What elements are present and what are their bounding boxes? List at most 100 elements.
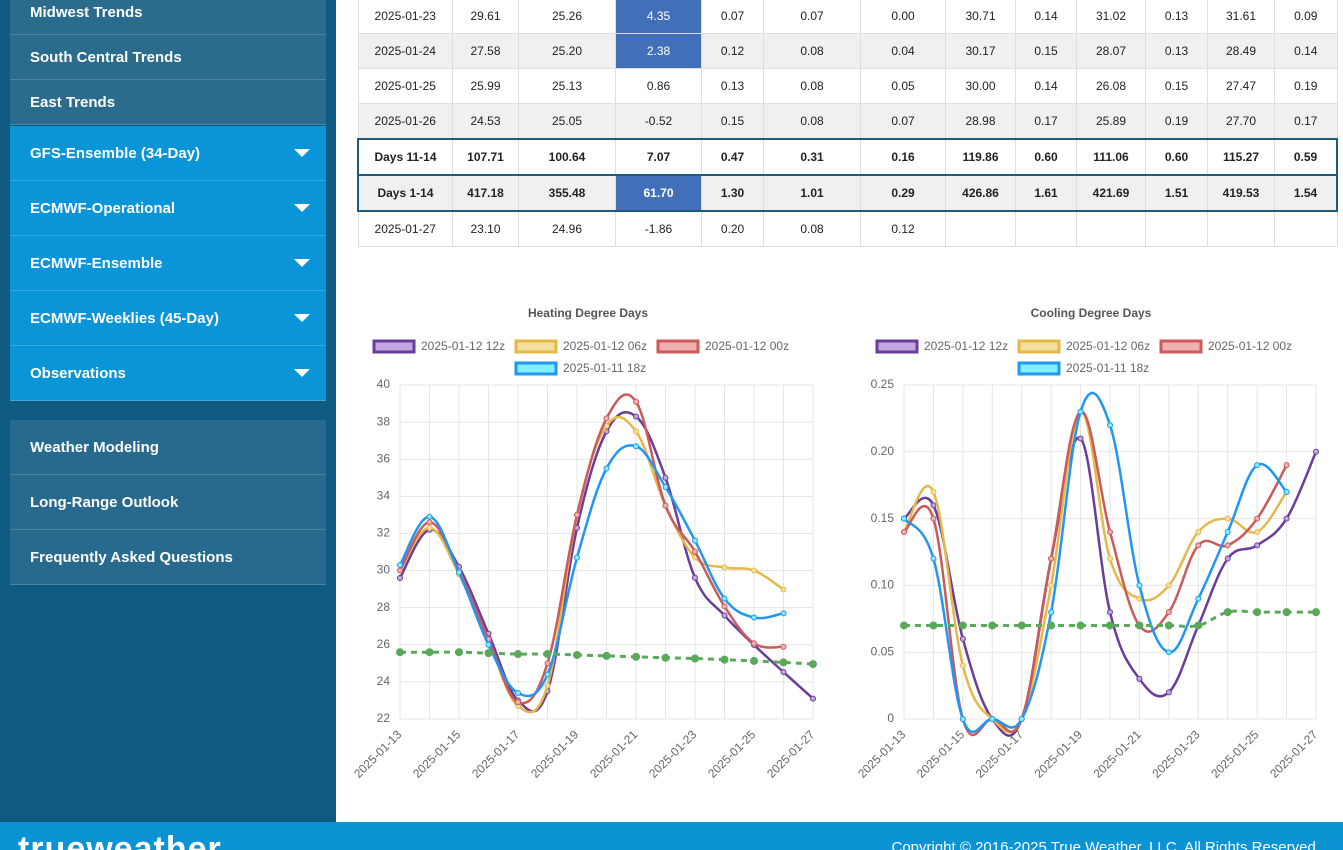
data-point [901,528,907,535]
data-point [397,561,403,568]
series-line [902,391,1288,734]
series-line [398,393,784,705]
legend-label: 2025-01-12 06z [563,339,647,353]
table-cell: 28.07 [1076,33,1146,69]
table-cell: 25.89 [1076,103,1146,140]
data-point [602,651,611,660]
table-cell: 2025-01-24 [357,33,453,69]
data-point [1165,609,1172,616]
table-cell: 0.60 [1145,138,1208,176]
table-cell: 0.59 [1274,138,1338,176]
table-cell: 417.18 [452,174,519,212]
data-point [929,621,938,630]
data-point [721,564,728,571]
table-row: Days 1-14 417.18 355.48 61.70 1.30 1.01 0.29 42… [357,174,1338,212]
x-tick-label: 2025-01-19 [1032,727,1086,781]
table-cell [1207,210,1275,247]
table-cell: 30.17 [945,33,1016,69]
table-cell: 27.47 [1207,68,1275,104]
nav-item[interactable]: ECMWF-Operational [10,181,326,236]
table-cell: 0.08 [763,68,861,104]
nav-item[interactable]: Midwest Trends [10,0,326,35]
nav-item[interactable]: Frequently Asked Questions [10,530,326,585]
data-point [1254,462,1261,469]
nav-item[interactable]: GFS-Ensemble (34-Day) [10,126,326,181]
table-cell [1145,210,1208,247]
data-point [780,610,787,617]
data-point [426,519,433,526]
table-cell: 1.51 [1145,174,1208,212]
table-cell: 0.15 [701,103,764,140]
data-point [603,465,610,472]
y-tick-label: 0.10 [871,578,895,592]
dropdown-arrow [294,369,310,377]
y-tick-label: 30 [377,563,391,577]
dropdown-arrow [294,314,310,322]
x-tick-label: 2025-01-21 [587,727,641,781]
data-point [544,682,551,689]
data-point [515,699,521,706]
table-cell: 0.19 [1274,68,1338,104]
data-point [959,635,966,642]
x-tick-label: 2025-01-19 [528,727,582,781]
copyright: Copyright © 2016-2025 True Weather, LLC.… [891,839,1320,850]
legend-swatch [1159,339,1203,354]
data-point [633,413,639,420]
data-point [959,662,966,669]
table-cell: 26.08 [1076,68,1146,104]
table-cell: 0.09 [1274,0,1338,34]
nav-item[interactable]: ECMWF-Weeklies (45-Day) [10,291,326,346]
nav-item[interactable]: East Trends [10,80,326,125]
table-cell: 2025-01-26 [357,103,453,140]
table-cell [1015,210,1077,247]
nav-item[interactable]: Long-Range Outlook [10,475,326,530]
table-cell: 27.58 [452,33,519,69]
data-point [721,612,728,619]
table-cell: 0.13 [1145,33,1208,69]
data-point [691,654,699,663]
data-point [1283,488,1290,495]
data-point [751,614,757,621]
table-cell: 0.04 [860,33,946,69]
data-point [959,716,966,722]
data-point [397,574,403,581]
table-cell: 25.13 [518,68,616,104]
data-point [1107,609,1113,616]
data-point [958,621,967,630]
chart-title: Cooling Degree Days [1031,306,1152,320]
logo: trueweather [18,830,222,850]
x-tick-label: 2025-01-21 [1090,727,1144,781]
nav-item[interactable]: Weather Modeling [10,420,326,475]
data-point [633,443,639,450]
x-tick-label: 2025-01-13 [351,727,405,781]
nav-item[interactable]: ECMWF-Ensemble [10,236,326,291]
y-tick-label: 40 [377,377,391,391]
table-cell: 0.29 [860,174,946,212]
data-point [780,643,787,650]
nav-item[interactable]: Observations [10,346,326,401]
data-point [1136,675,1143,682]
data-point [780,669,787,676]
nav-item[interactable]: South Central Trends [10,35,326,80]
table-cell: 0.12 [701,33,764,69]
table-row: 2025-01-26 24.53 25.05 -0.52 0.15 0.08 0.07 28.… [357,103,1338,140]
table-cell: 0.47 [701,138,764,176]
data-point [396,648,404,657]
x-tick-label: 2025-01-25 [705,727,759,781]
table-cell: -1.86 [615,210,702,247]
data-point [1047,621,1056,630]
data-point [455,648,463,657]
table-cell: 0.86 [615,68,702,104]
legend-swatch [514,339,558,354]
data-point [930,488,937,495]
y-tick-label: 36 [377,451,391,465]
data-point [1164,621,1173,630]
table-cell: 419.53 [1207,174,1275,212]
data-point [751,640,757,647]
y-tick-label: 0.25 [871,377,895,391]
legend-label: 2025-01-11 18z [1066,361,1149,375]
x-tick-label: 2025-01-27 [764,727,818,781]
data-point [1224,542,1231,549]
dropdown-arrow [294,204,310,212]
table-cell: 0.20 [701,210,764,247]
